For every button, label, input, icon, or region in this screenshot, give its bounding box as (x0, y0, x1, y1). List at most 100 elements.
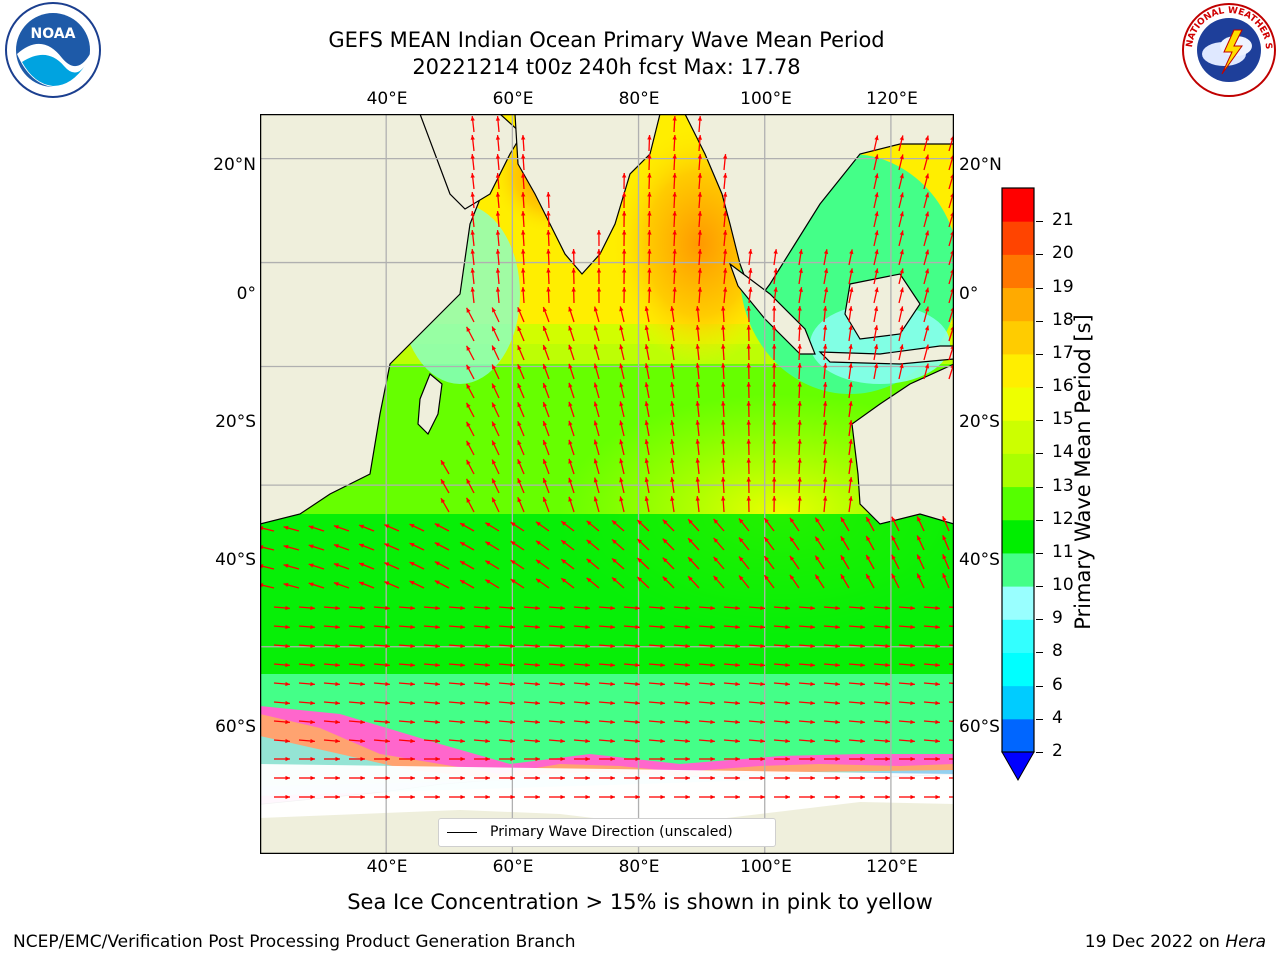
wave-arrow (333, 563, 350, 570)
wave-arrow (697, 210, 703, 228)
wave-arrow (348, 700, 365, 706)
wave-arrow (698, 700, 715, 706)
wave-arrow (798, 287, 803, 304)
wave-arrow (399, 756, 415, 762)
wave-arrow (495, 249, 501, 266)
wave-arrow (848, 325, 853, 342)
wave-arrow (763, 517, 775, 532)
wave-arrow (299, 756, 315, 762)
wave-arrow (517, 345, 525, 361)
wave-arrow (273, 700, 290, 706)
wave-arrow (721, 362, 726, 380)
wave-arrow (470, 230, 475, 247)
wave-arrow (898, 325, 904, 342)
wave-arrow (848, 382, 853, 399)
wave-arrow (697, 172, 703, 190)
wave-arrow (398, 605, 415, 611)
wave-arrow (698, 605, 715, 611)
wave-arrow (323, 643, 340, 649)
wave-arrow (748, 700, 765, 706)
wave-arrow (923, 135, 930, 152)
footer-host: Hera (1225, 932, 1266, 952)
wave-arrow (470, 268, 475, 285)
wave-arrow (348, 605, 365, 611)
wave-arrow (649, 775, 665, 781)
wave-arrow (573, 738, 590, 744)
wave-arrow (568, 382, 575, 399)
wave-arrow (473, 719, 490, 725)
wave-arrow (548, 624, 565, 630)
wave-arrow (763, 536, 775, 551)
wave-arrow (636, 557, 650, 570)
wave-arrow (923, 287, 930, 304)
wave-arrow (473, 662, 490, 668)
wave-arrow (358, 543, 375, 551)
wave-arrow (491, 478, 500, 494)
wave-arrow (593, 363, 600, 380)
wave-arrow (644, 306, 650, 323)
wave-arrow (424, 775, 440, 781)
footer-date: 19 Dec 2022 on (1084, 932, 1226, 952)
wave-arrow (373, 643, 390, 649)
wave-arrow (798, 700, 815, 706)
wave-arrow (495, 230, 501, 247)
colorbar-tick-mark (1036, 652, 1043, 654)
wave-arrow (698, 624, 715, 630)
wave-arrow (916, 573, 925, 589)
wave-arrow (465, 440, 475, 456)
wave-arrow (942, 554, 950, 570)
wave-arrow (916, 516, 925, 532)
wave-arrow (674, 775, 690, 781)
wave-arrow (621, 210, 627, 228)
colorbar-segment (1002, 353, 1034, 388)
wave-arrow (923, 192, 930, 209)
wave-arrow (797, 495, 802, 513)
wave-arrow (672, 153, 677, 171)
wave-arrow (891, 535, 900, 551)
wave-arrow (822, 458, 828, 475)
legend-line-swatch (447, 832, 477, 833)
wave-arrow (546, 191, 551, 209)
wave-arrow (619, 496, 625, 513)
graticule (260, 114, 954, 854)
wave-arrow (560, 520, 575, 532)
wave-arrow (542, 458, 550, 475)
colorbar-tick-mark (1036, 420, 1043, 422)
wave-arrow (923, 344, 930, 361)
wave-arrow (695, 363, 700, 380)
wave-arrow (523, 643, 540, 649)
wave-arrow (799, 756, 815, 762)
wave-arrow (948, 625, 954, 628)
wave-arrow (670, 382, 675, 399)
wave-arrow (621, 248, 627, 266)
wave-arrow (535, 578, 550, 589)
wave-arrow (873, 173, 879, 190)
wave-arrow (898, 700, 915, 706)
wave-arrow (773, 268, 778, 285)
wave-arrow (723, 643, 740, 649)
wave-arrow (549, 794, 565, 800)
colorbar-tick-label: 15 (1052, 409, 1074, 430)
wave-arrow (773, 738, 790, 744)
wave-arrow (662, 557, 675, 570)
wave-arrow (586, 520, 600, 532)
wave-arrow (873, 154, 879, 171)
wave-arrow (619, 382, 625, 399)
lon-tick-bottom-60e: 60°E (492, 857, 534, 877)
wave-arrow (523, 681, 540, 687)
wave-arrow (722, 173, 728, 190)
wave-arrow (672, 191, 677, 209)
wave-arrow (470, 135, 475, 152)
wave-arrow (898, 662, 915, 668)
wave-arrow (298, 681, 315, 687)
wave-arrow (898, 154, 904, 171)
wave-arrow (697, 134, 703, 152)
wave-arrow (647, 172, 652, 190)
wave-arrow (798, 738, 815, 744)
wave-arrow (873, 700, 890, 706)
wave-arrow (899, 775, 915, 781)
wave-arrow (423, 681, 440, 687)
colorbar-tick-label: 10 (1052, 575, 1074, 596)
colorbar (1001, 187, 1035, 782)
wave-arrow (374, 756, 390, 762)
